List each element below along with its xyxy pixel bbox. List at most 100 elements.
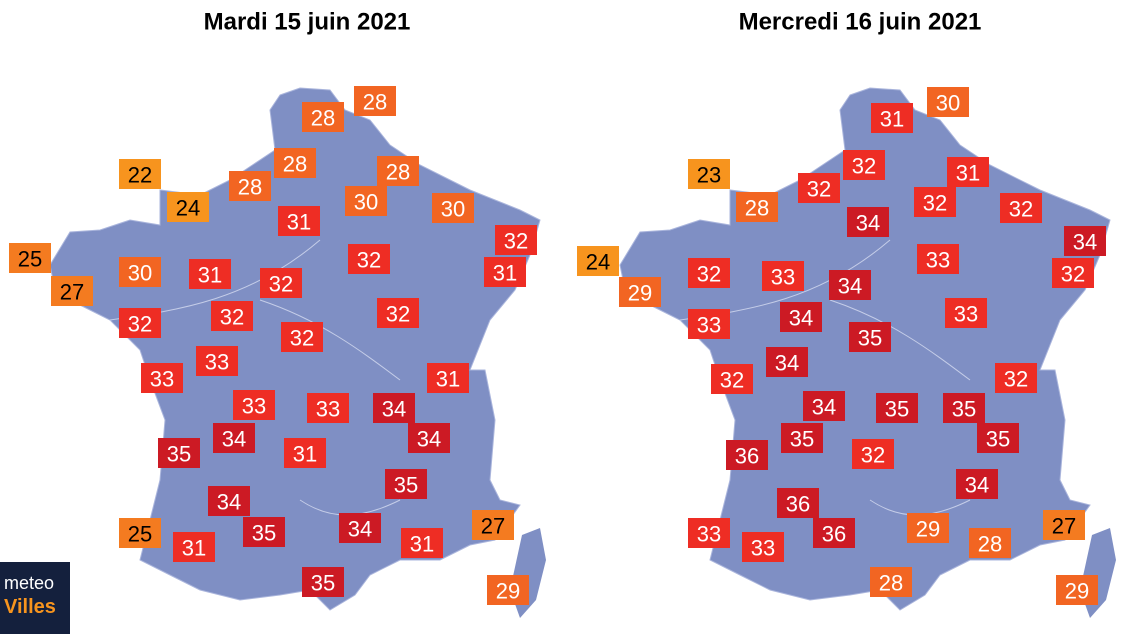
temperature-label: 32 (386, 302, 410, 327)
temperature-box (1056, 575, 1098, 605)
temperature-label: 35 (311, 571, 335, 596)
temperature-label: 33 (150, 367, 174, 392)
temperature-box (849, 322, 891, 352)
temperature-label: 27 (481, 514, 505, 539)
temperature-box (302, 102, 344, 132)
temperature-label: 36 (786, 492, 810, 517)
temperature-box (762, 261, 804, 291)
temperature-box (495, 225, 537, 255)
temperature-box (688, 309, 730, 339)
temperature-label: 33 (751, 536, 775, 561)
temperature-box (742, 532, 784, 562)
temperature-box (945, 298, 987, 328)
temperature-label: 32 (220, 305, 244, 330)
temperature-box (211, 301, 253, 331)
temperature-box (213, 423, 255, 453)
temperature-label: 28 (311, 106, 335, 131)
temperature-box (377, 298, 419, 328)
temperature-box (141, 363, 183, 393)
temperature-box (158, 438, 200, 468)
temperature-label: 31 (880, 107, 904, 132)
temperature-box (260, 268, 302, 298)
temperature-box (781, 423, 823, 453)
temperature-label: 28 (386, 160, 410, 185)
temperature-label: 31 (410, 532, 434, 557)
temperature-label: 34 (965, 473, 989, 498)
temperature-box (472, 510, 514, 540)
temperature-label: 30 (354, 190, 378, 215)
temperature-box (943, 393, 985, 423)
temperature-label: 29 (1065, 579, 1089, 604)
temperature-label: 34 (417, 427, 441, 452)
temperature-label: 29 (496, 579, 520, 604)
temperature-box (777, 488, 819, 518)
temperature-box (736, 192, 778, 222)
temperature-label: 22 (128, 163, 152, 188)
temperature-box (119, 159, 161, 189)
temperature-box (871, 103, 913, 133)
temperature-box (377, 156, 419, 186)
temperature-box (956, 469, 998, 499)
temperature-box (233, 390, 275, 420)
temperature-box (119, 518, 161, 548)
temperature-box (870, 567, 912, 597)
temperature-label: 23 (697, 163, 721, 188)
temperature-label: 34 (348, 517, 372, 542)
temperature-box (348, 244, 390, 274)
temperature-label: 32 (852, 154, 876, 179)
temperature-label: 31 (956, 161, 980, 186)
temperature-box (619, 277, 661, 307)
temperature-label: 32 (1061, 262, 1085, 287)
temperature-box (339, 513, 381, 543)
temperature-label: 24 (176, 196, 200, 221)
temperature-label: 34 (856, 211, 880, 236)
temperature-label: 32 (807, 177, 831, 202)
temperature-box (969, 528, 1011, 558)
temperature-box (302, 567, 344, 597)
temperature-label: 28 (745, 196, 769, 221)
temperature-box (798, 173, 840, 203)
temperature-box (1043, 510, 1085, 540)
temperature-box (487, 575, 529, 605)
temperature-box (432, 193, 474, 223)
temperature-box (9, 243, 51, 273)
temperature-label: 28 (363, 90, 387, 115)
temperature-box (914, 187, 956, 217)
temperature-box (917, 244, 959, 274)
temperature-box (189, 259, 231, 289)
temperature-box (847, 207, 889, 237)
temperature-box (119, 308, 161, 338)
temperature-label: 34 (812, 395, 836, 420)
temperature-box (427, 363, 469, 393)
temperature-label: 35 (167, 442, 191, 467)
temperature-box (196, 346, 238, 376)
temperature-label: 35 (885, 397, 909, 422)
temperature-box (688, 258, 730, 288)
temperature-box (119, 257, 161, 287)
temperature-box (281, 322, 323, 352)
temperature-box (373, 393, 415, 423)
temperature-box (711, 364, 753, 394)
temperature-label: 32 (269, 272, 293, 297)
temperature-label: 32 (697, 262, 721, 287)
temperature-label: 36 (735, 444, 759, 469)
temperature-box (813, 518, 855, 548)
temperature-box (726, 440, 768, 470)
temperature-label: 33 (926, 248, 950, 273)
map-title: Mercredi 16 juin 2021 (739, 9, 982, 36)
temperature-box (1064, 226, 1106, 256)
temperature-box (688, 159, 730, 189)
temperature-box (408, 423, 450, 453)
temperature-label: 31 (493, 261, 517, 286)
temperature-label: 29 (916, 517, 940, 542)
temperature-label: 35 (394, 473, 418, 498)
temperature-label: 36 (822, 522, 846, 547)
temperature-label: 29 (628, 281, 652, 306)
temperature-box (577, 246, 619, 276)
temperature-label: 35 (252, 521, 276, 546)
temperature-box (354, 86, 396, 116)
temperature-label: 31 (182, 536, 206, 561)
temperature-label: 27 (1052, 514, 1076, 539)
